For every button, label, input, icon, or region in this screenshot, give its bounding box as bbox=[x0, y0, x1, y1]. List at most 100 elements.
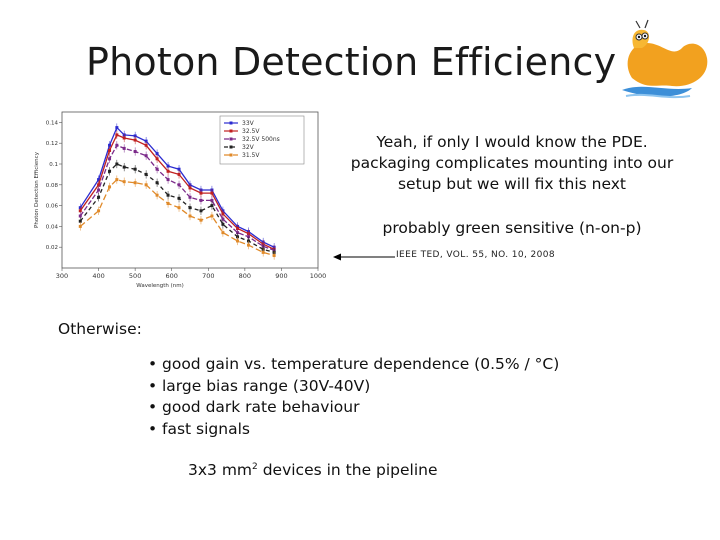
data-point bbox=[247, 243, 251, 247]
x-tick-label: 400 bbox=[92, 272, 104, 280]
data-point bbox=[115, 178, 119, 182]
y-tick-label: 0.06 bbox=[46, 204, 59, 210]
data-point bbox=[78, 224, 82, 228]
data-point bbox=[97, 183, 101, 187]
x-tick-label: 500 bbox=[129, 272, 141, 280]
y-tick-label: 0.02 bbox=[46, 245, 58, 251]
data-point bbox=[221, 217, 225, 221]
y-tick-label: 0.04 bbox=[46, 224, 59, 230]
data-point bbox=[122, 136, 126, 140]
x-tick-label: 800 bbox=[239, 272, 251, 280]
data-point bbox=[177, 183, 181, 187]
y-tick-label: 0.12 bbox=[46, 141, 58, 147]
data-point bbox=[144, 172, 148, 176]
series-line bbox=[79, 134, 275, 250]
y-tick-label: 0.08 bbox=[46, 183, 59, 189]
data-point bbox=[199, 218, 203, 222]
legend-label: 33V bbox=[242, 120, 255, 127]
data-point bbox=[166, 164, 170, 168]
pde-note-line: setup but we will fix this next bbox=[397, 175, 627, 193]
data-point bbox=[236, 239, 240, 243]
data-point bbox=[188, 206, 192, 210]
data-point bbox=[210, 214, 214, 218]
data-point bbox=[188, 214, 192, 218]
data-point bbox=[210, 198, 214, 202]
pde-note-line: Yeah, if only I would know the PDE. bbox=[376, 133, 648, 151]
data-point bbox=[144, 183, 148, 187]
data-point bbox=[221, 222, 225, 226]
data-point bbox=[133, 134, 137, 138]
data-point bbox=[177, 172, 181, 176]
data-point bbox=[78, 214, 82, 218]
data-point bbox=[188, 186, 192, 190]
list-item: large bias range (30V-40V) bbox=[148, 376, 559, 398]
data-point bbox=[97, 209, 101, 213]
data-point bbox=[155, 181, 159, 185]
series-line bbox=[79, 144, 275, 251]
data-point bbox=[155, 152, 159, 156]
data-point bbox=[155, 193, 159, 197]
pde-note: Yeah, if only I would know the PDE. pack… bbox=[334, 132, 690, 195]
feature-list: good gain vs. temperature dependence (0.… bbox=[148, 354, 559, 440]
data-point bbox=[108, 143, 112, 147]
data-point bbox=[221, 212, 225, 216]
data-point bbox=[144, 154, 148, 158]
legend-marker bbox=[229, 145, 233, 149]
data-point bbox=[122, 146, 126, 150]
data-point bbox=[177, 196, 181, 200]
x-tick-label: 600 bbox=[166, 272, 178, 280]
data-point bbox=[261, 250, 265, 254]
legend-label: 32V bbox=[242, 144, 255, 151]
pipeline-superscript: 2 bbox=[252, 462, 258, 472]
data-point bbox=[78, 209, 82, 213]
legend-marker bbox=[229, 121, 233, 125]
data-point bbox=[221, 231, 225, 235]
data-point bbox=[115, 143, 119, 147]
legend-marker bbox=[229, 129, 233, 133]
otherwise-label: Otherwise: bbox=[58, 320, 142, 338]
data-point bbox=[144, 143, 148, 147]
series-line bbox=[79, 126, 275, 248]
x-tick-label: 900 bbox=[275, 272, 287, 280]
data-point bbox=[122, 180, 126, 184]
x-tick-label: 1000 bbox=[310, 272, 327, 280]
y-tick-label: 0.1 bbox=[49, 162, 58, 168]
green-sensitivity-note: probably green sensitive (n-on-p) bbox=[382, 219, 642, 237]
list-item: fast signals bbox=[148, 419, 559, 441]
data-point bbox=[177, 167, 181, 171]
data-point bbox=[133, 150, 137, 154]
data-point bbox=[199, 209, 203, 213]
data-point bbox=[115, 133, 119, 137]
arrow-left-icon bbox=[333, 253, 395, 261]
list-item: good gain vs. temperature dependence (0.… bbox=[148, 354, 559, 376]
data-point bbox=[199, 191, 203, 195]
data-point bbox=[166, 169, 170, 173]
y-axis-label: Photon Detection Efficiency bbox=[34, 151, 40, 228]
data-point bbox=[188, 195, 192, 199]
data-point bbox=[199, 198, 203, 202]
data-point bbox=[272, 254, 276, 258]
x-axis-label: Wavelength (nm) bbox=[136, 283, 184, 289]
legend-label: 32.5V 500ns bbox=[242, 136, 280, 143]
legend-marker bbox=[229, 137, 233, 141]
data-point bbox=[133, 138, 137, 142]
data-point bbox=[144, 139, 148, 143]
data-point bbox=[210, 191, 214, 195]
data-point bbox=[115, 126, 119, 130]
data-point bbox=[155, 167, 159, 171]
data-point bbox=[97, 178, 101, 182]
data-point bbox=[108, 148, 112, 152]
data-point bbox=[108, 185, 112, 189]
data-point bbox=[97, 195, 101, 199]
citation: IEEE TED, VOL. 55, NO. 10, 2008 bbox=[396, 250, 556, 260]
legend-label: 31.5V bbox=[242, 152, 260, 159]
legend-box bbox=[219, 115, 305, 165]
data-point bbox=[108, 169, 112, 173]
data-point bbox=[97, 188, 101, 192]
pde-chart: 300 400 500 600 700 800 900 1000 0.02 0.04 0.06 0.0… bbox=[34, 111, 327, 289]
data-point bbox=[133, 181, 137, 185]
data-point bbox=[115, 162, 119, 166]
legend-label: 32.5V bbox=[242, 128, 260, 135]
legend-marker bbox=[229, 153, 233, 157]
mascot-logo bbox=[622, 19, 708, 99]
